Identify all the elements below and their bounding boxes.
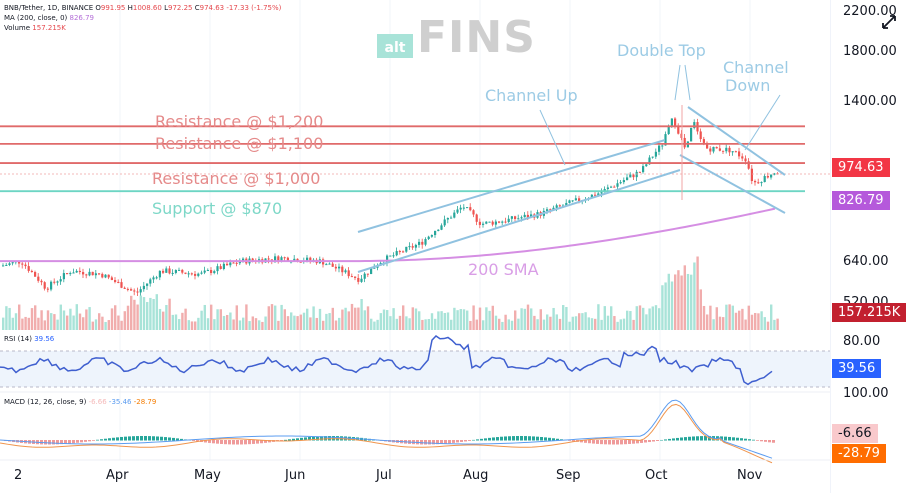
price-tick: 640.00 [843,254,889,269]
price-tick: 1800.00 [843,44,897,59]
ma-label: MA (200, close, 0) [4,14,68,22]
ma-value: 826.79 [69,14,95,22]
price-chart-canvas[interactable] [0,0,830,493]
ma-legend: MA (200, close, 0) 826.79 [4,14,94,23]
channel-up-label: Channel Up [485,86,578,105]
channel-down-line1: Channel [723,58,789,77]
rsi-value: 39.56 [34,335,55,343]
time-tick: Jul [376,468,392,483]
macd-label: MACD (12, 26, close, 9) [4,398,87,406]
resistance-1000-label: Resistance @ $1,000 [152,169,321,188]
high-value: 1008.60 [132,4,162,12]
time-tick: Apr [106,468,129,483]
double-top-label: Double Top [617,41,706,60]
time-tick: Aug [463,468,489,483]
expand-icon[interactable] [880,13,898,31]
time-tick: Nov [737,468,763,483]
price-tag: 974.63 [832,158,890,177]
logo-fins: FINS [417,12,536,63]
channel-down-line2: Down [725,76,771,95]
macd-hist-value: -6.66 [88,398,107,406]
channel-down-label: Channel Down [723,59,789,95]
logo-alt: alt [377,34,413,58]
close-value: 974.63 [199,4,225,12]
rsi-label: RSI (14) [4,335,32,343]
altfins-logo: alt FINS [377,12,536,63]
volume-label: Volume [4,24,31,32]
open-value: 991.95 [100,4,126,12]
time-tick: Oct [645,468,668,483]
open-label: O [95,4,101,12]
time-tick: Sep [556,468,581,483]
support-870-label: Support @ $870 [152,199,283,218]
price-tag: 157.215K [832,303,907,322]
price-tick: 1400.00 [843,94,897,109]
price-tick: 80.00 [843,334,881,349]
macd-legend: MACD (12, 26, close, 9) -6.66 -35.46 -28… [4,398,156,407]
macd-line-value: -35.46 [108,398,132,406]
low-label: L [164,4,168,12]
time-tick: Jun [285,468,306,483]
time-tick: 2 [14,468,23,483]
price-tag: -28.79 [832,444,886,463]
price-tick: 100.00 [843,386,889,401]
resistance-1200-label: Resistance @ $1,200 [155,112,324,131]
macd-signal-value: -28.79 [133,398,157,406]
change-value: -17.33 (-1.75%) [226,4,282,12]
time-tick: May [194,468,221,483]
close-label: C [194,4,200,12]
symbol-legend: BNB/Tether, 1D, BINANCE O991.95 H1008.60… [4,4,281,13]
price-tick: 2200.00 [843,4,897,19]
volume-legend: Volume 157.215K [4,24,66,33]
resistance-1100-label: Resistance @ $1,100 [155,134,324,153]
price-tag: 826.79 [832,191,890,210]
volume-value: 157.215K [32,24,66,32]
sma-200-label: 200 SMA [468,260,539,279]
low-value: 972.25 [167,4,193,12]
rsi-legend: RSI (14) 39.56 [4,335,54,344]
price-tag: 39.56 [832,359,882,378]
symbol-title: BNB/Tether, 1D, BINANCE [4,4,94,12]
price-tag: -6.66 [832,424,878,443]
high-label: H [127,4,133,12]
price-axis[interactable]: 2200.001800.001400.00640.00520.0080.0010… [830,0,920,493]
